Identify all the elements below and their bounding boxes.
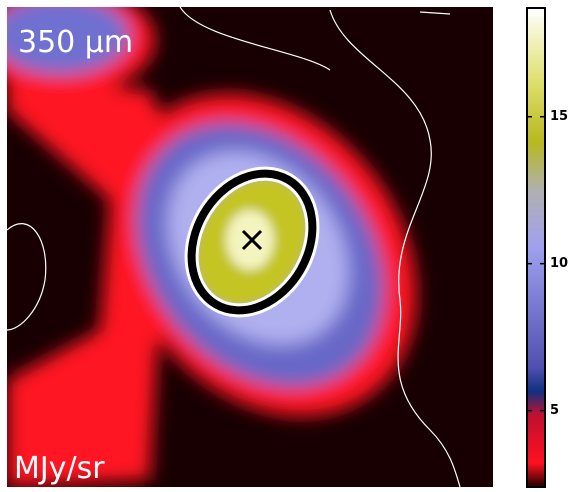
map [7, 7, 493, 487]
colorbar-tick-label: 5 [550, 403, 559, 418]
colorbar-tick-label: 15 [550, 109, 568, 124]
colorbar [526, 7, 546, 488]
colorbar-tick-label: 10 [550, 256, 568, 271]
unit-label: MJy/sr [14, 451, 105, 486]
title: 350 μm [18, 25, 133, 60]
